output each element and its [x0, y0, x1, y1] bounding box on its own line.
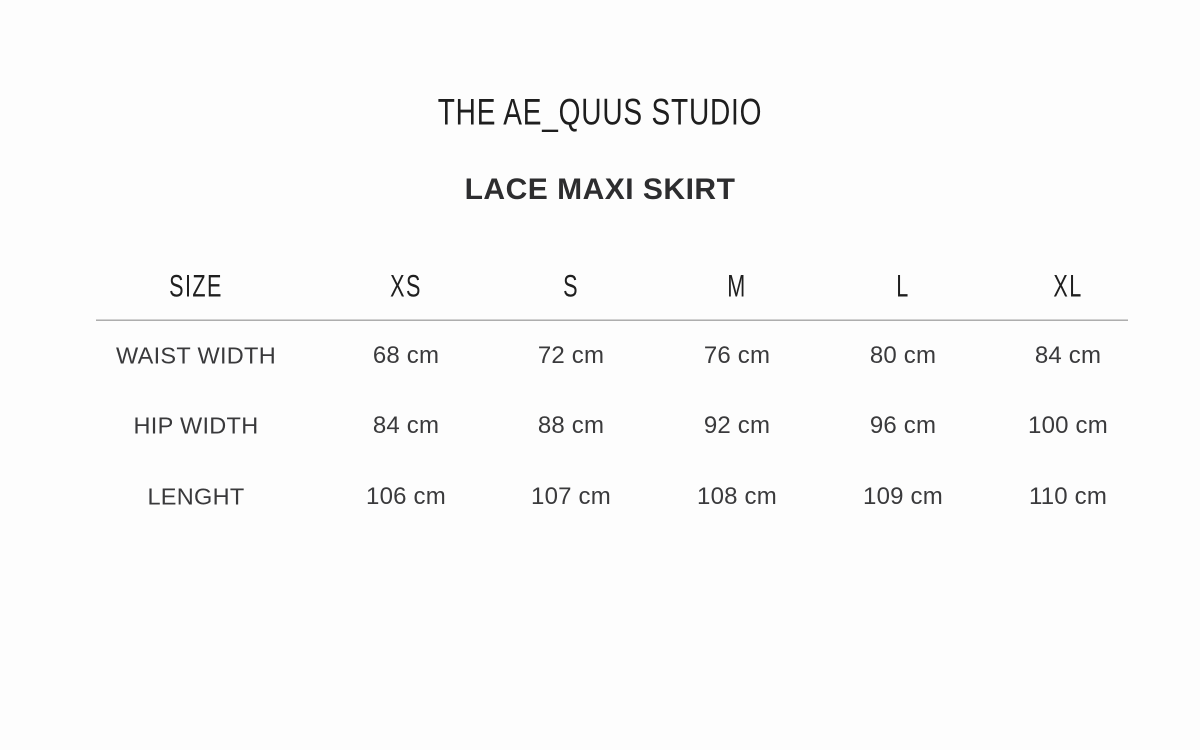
size-value-hip-xs: 84 cm: [372, 412, 440, 439]
column-header-xl: XL: [1053, 269, 1083, 304]
header-divider-line: [96, 319, 1128, 321]
size-value-length-l: 109 cm: [863, 483, 943, 510]
size-value-waist-l: 80 cm: [869, 342, 937, 369]
column-header-size: SIZE: [169, 269, 223, 304]
size-value-waist-m: 76 cm: [703, 342, 771, 369]
size-value-hip-s: 88 cm: [537, 412, 605, 439]
size-value-length-s: 107 cm: [531, 483, 611, 510]
size-value-waist-s: 72 cm: [537, 342, 605, 369]
product-title: LACE MAXI SKIRT: [464, 173, 736, 206]
size-value-length-xs: 106 cm: [366, 483, 446, 510]
size-value-waist-xl: 84 cm: [1034, 342, 1102, 369]
column-header-xs: XS: [390, 269, 422, 304]
row-label-waist-width: WAIST WIDTH: [116, 342, 276, 369]
column-header-m: M: [727, 269, 747, 304]
brand-wordmark: THE AE_QUUS STUDIO: [437, 90, 763, 133]
column-header-l: L: [896, 269, 910, 304]
size-value-waist-xs: 68 cm: [372, 342, 440, 369]
size-value-hip-m: 92 cm: [703, 412, 771, 439]
row-label-lenght: LENGHT: [147, 483, 245, 510]
column-header-s: S: [563, 269, 579, 304]
size-value-hip-xl: 100 cm: [1028, 412, 1108, 439]
size-value-length-m: 108 cm: [697, 483, 777, 510]
size-value-length-xl: 110 cm: [1028, 483, 1108, 510]
size-value-hip-l: 96 cm: [869, 412, 937, 439]
row-label-hip-width: HIP WIDTH: [133, 412, 259, 439]
